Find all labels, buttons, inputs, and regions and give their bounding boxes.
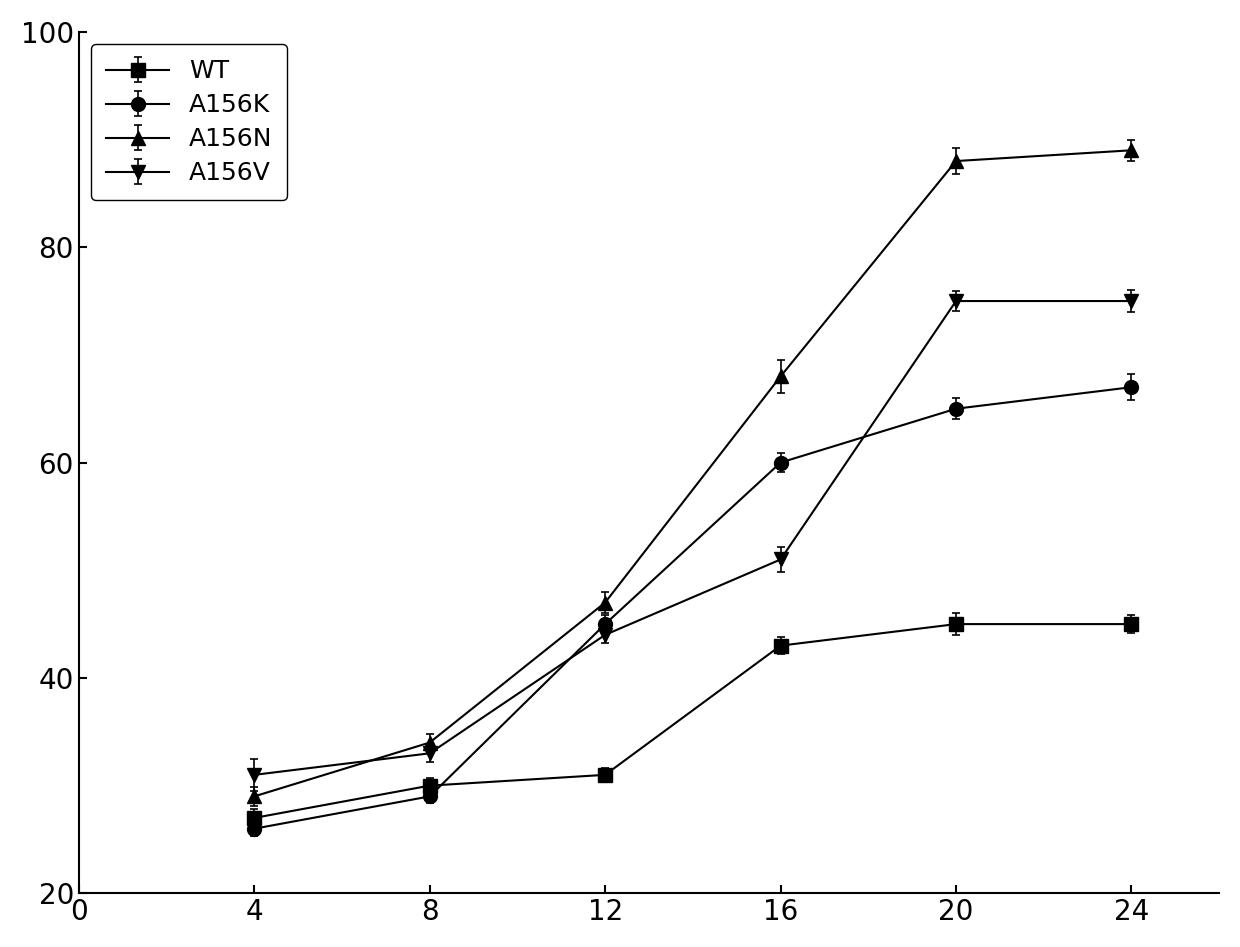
Legend: WT, A156K, A156N, A156V: WT, A156K, A156N, A156V — [92, 45, 288, 201]
